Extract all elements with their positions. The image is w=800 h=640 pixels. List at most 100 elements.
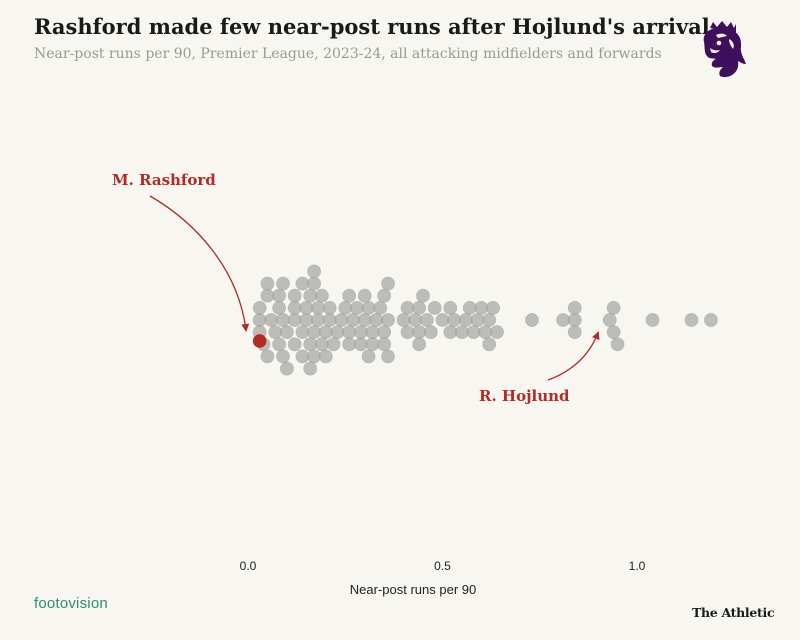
x-tick-label: 0.5	[434, 559, 451, 573]
player-point	[260, 349, 275, 364]
player-point	[369, 313, 384, 327]
player-point	[322, 313, 337, 327]
player-point	[295, 349, 310, 364]
player-point	[338, 300, 353, 315]
player-point	[307, 264, 322, 279]
player-point	[556, 313, 570, 327]
player-point	[299, 313, 314, 327]
player-point	[268, 325, 283, 340]
player-point	[287, 313, 302, 327]
player-point	[276, 276, 290, 291]
player-point	[307, 276, 322, 291]
player-point	[361, 349, 376, 364]
player-point	[396, 313, 411, 327]
player-point	[303, 288, 318, 303]
player-point	[299, 300, 314, 315]
player-point	[342, 288, 357, 303]
player-point	[357, 313, 372, 327]
player-point	[252, 313, 267, 327]
player-point	[482, 313, 497, 327]
player-point	[276, 313, 290, 327]
player-point	[567, 313, 582, 327]
player-point	[462, 300, 477, 315]
player-point	[447, 313, 462, 327]
player-point	[334, 313, 349, 327]
player-point	[606, 300, 621, 315]
chart-subtitle: Near-post runs per 90, Premier League, 2…	[34, 46, 662, 62]
player-point	[303, 361, 318, 376]
player-point	[567, 325, 582, 340]
player-point	[525, 313, 539, 327]
player-point	[377, 325, 392, 340]
player-point	[482, 337, 497, 352]
player-point	[412, 337, 427, 352]
player-point	[381, 313, 395, 327]
player-point	[490, 325, 504, 340]
player-point	[350, 300, 364, 315]
rashford-annotation-arrow	[149, 195, 250, 332]
player-point	[427, 300, 442, 315]
hojlund-annotation-arrow	[547, 331, 600, 381]
player-point	[466, 325, 481, 340]
the-athletic-logo: The Athletic	[692, 605, 775, 620]
player-point	[307, 325, 322, 340]
player-point	[315, 288, 329, 303]
player-point	[365, 325, 380, 340]
player-point	[287, 300, 302, 315]
player-point	[311, 313, 325, 327]
player-point	[365, 337, 380, 352]
player-point	[272, 288, 287, 303]
player-point	[416, 288, 430, 303]
player-point	[373, 300, 388, 315]
player-point	[381, 349, 395, 364]
player-point	[272, 337, 287, 352]
player-point	[357, 288, 372, 303]
player-point	[435, 313, 450, 327]
rashford-point	[252, 334, 267, 348]
x-tick-label: 0.0	[240, 559, 257, 573]
player-point	[330, 325, 345, 340]
player-point	[408, 313, 423, 327]
player-point	[311, 300, 325, 315]
player-point	[276, 349, 290, 364]
player-point	[420, 313, 434, 327]
player-point	[264, 313, 279, 327]
player-point	[381, 276, 395, 291]
hojlund-annotation-label: R. Hojlund	[479, 387, 570, 405]
player-point	[295, 325, 310, 340]
player-point	[272, 300, 287, 315]
player-point	[645, 313, 660, 327]
player-point	[361, 300, 376, 315]
player-point	[486, 300, 500, 315]
player-point	[377, 288, 392, 303]
player-point	[423, 325, 438, 340]
player-point	[287, 337, 302, 352]
x-tick-label: 1.0	[629, 559, 646, 573]
player-point	[474, 300, 489, 315]
footovision-logo: footovision	[34, 595, 108, 612]
player-point	[279, 325, 294, 340]
player-point	[458, 313, 473, 327]
player-point	[455, 325, 469, 340]
player-point	[470, 313, 485, 327]
x-axis-label: Near-post runs per 90	[350, 582, 476, 597]
player-point	[342, 337, 357, 352]
player-point	[279, 361, 294, 376]
player-point	[322, 300, 337, 315]
premier-league-lion-icon	[703, 21, 746, 78]
player-point	[443, 300, 458, 315]
player-point	[412, 300, 427, 315]
player-point	[318, 349, 333, 364]
player-point	[353, 337, 368, 352]
player-point	[412, 325, 427, 340]
player-point	[342, 325, 357, 340]
player-point	[377, 337, 392, 352]
player-point	[295, 276, 310, 291]
player-point	[684, 313, 699, 327]
chart-title: Rashford made few near-post runs after H…	[34, 14, 710, 39]
player-point	[260, 288, 275, 303]
player-point	[353, 325, 368, 340]
player-point	[602, 313, 617, 327]
player-point	[443, 325, 458, 340]
